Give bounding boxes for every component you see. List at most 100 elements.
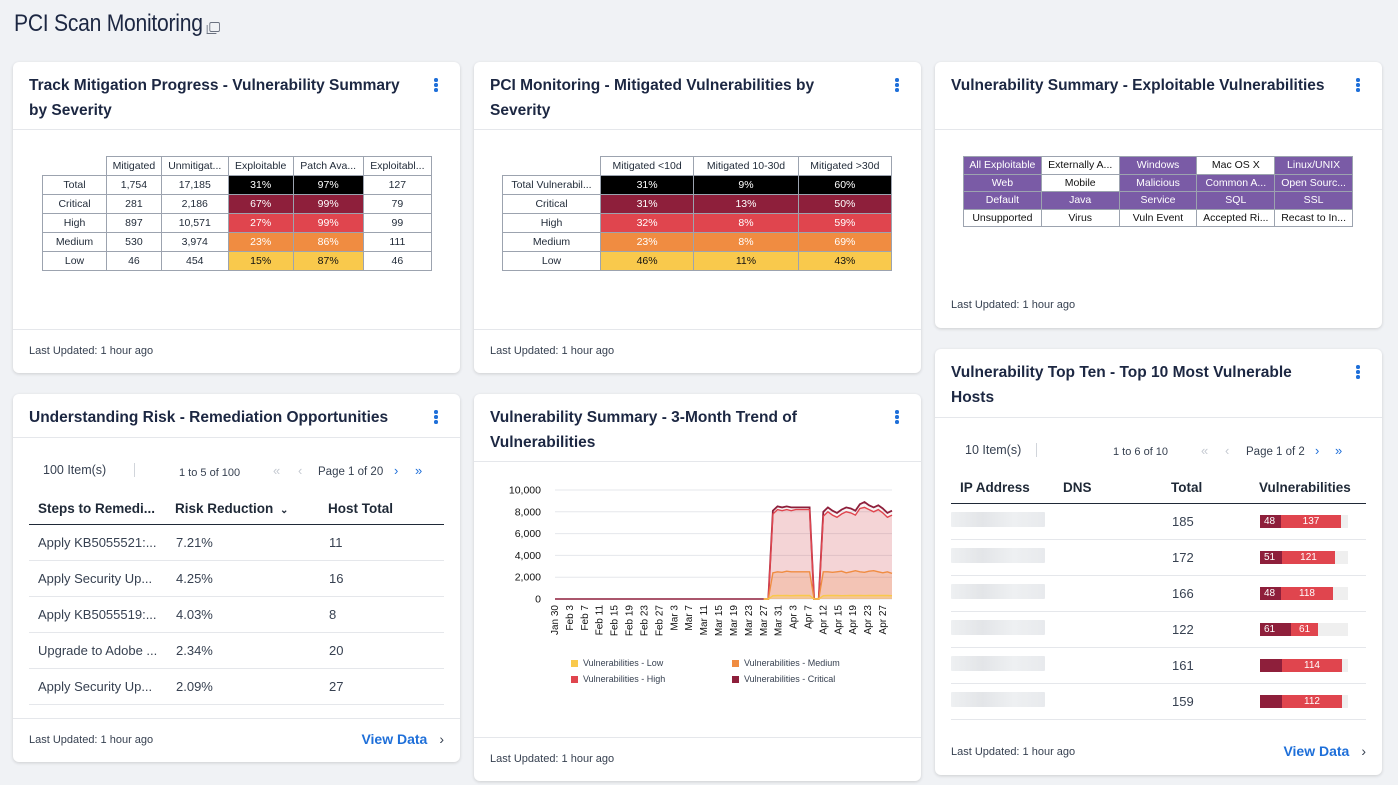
cell[interactable]: 67%: [227, 194, 294, 214]
cell[interactable]: 11%: [693, 251, 799, 271]
cell[interactable]: 46: [362, 251, 433, 271]
cell[interactable]: 3,974: [160, 232, 229, 252]
table-row[interactable]: Apply Security Up... 4.25% 16: [29, 560, 444, 597]
grid-cell-sql[interactable]: SQL: [1196, 191, 1276, 210]
more-options-icon[interactable]: [1356, 365, 1360, 379]
grid-cell-service[interactable]: Service: [1118, 191, 1198, 210]
grid-cell-virus[interactable]: Virus: [1040, 208, 1120, 227]
prev-page-icon[interactable]: ‹: [1225, 443, 1230, 458]
more-options-icon[interactable]: [1356, 78, 1360, 92]
cell[interactable]: 9%: [693, 175, 799, 195]
severity-bar[interactable]: 114: [1260, 658, 1348, 672]
cell[interactable]: 17,185: [160, 175, 229, 195]
col-header-dns[interactable]: DNS: [1063, 473, 1171, 504]
severity-bar[interactable]: 51 121: [1260, 550, 1348, 564]
cell[interactable]: 13%: [693, 194, 799, 214]
grid-cell-malicious[interactable]: Malicious: [1118, 173, 1198, 192]
cell[interactable]: 454: [160, 251, 229, 271]
first-page-icon[interactable]: «: [1201, 443, 1209, 458]
last-page-icon[interactable]: »: [415, 463, 423, 478]
cell[interactable]: 46: [106, 251, 162, 271]
cell[interactable]: 69%: [797, 232, 893, 252]
grid-cell-all-exploitable[interactable]: All Exploitable: [963, 156, 1042, 175]
legend-item-low[interactable]: Vulnerabilities - Low: [571, 658, 663, 668]
cell[interactable]: 15%: [227, 251, 294, 271]
table-row[interactable]: 185 48 137: [951, 503, 1366, 540]
cell[interactable]: 99%: [292, 194, 364, 214]
grid-cell-mobile[interactable]: Mobile: [1040, 173, 1120, 192]
table-row[interactable]: Apply KB5055519:... 4.03% 8: [29, 596, 444, 633]
cell[interactable]: 530: [106, 232, 162, 252]
table-row[interactable]: 172 51 121: [951, 539, 1366, 576]
cell[interactable]: 32%: [599, 213, 695, 233]
cell[interactable]: 97%: [292, 175, 364, 195]
cell[interactable]: 27%: [227, 213, 294, 233]
cell[interactable]: 50%: [797, 194, 893, 214]
grid-cell-unsupported[interactable]: Unsupported: [963, 208, 1042, 227]
legend-item-critical[interactable]: Vulnerabilities - Critical: [732, 674, 835, 684]
sort-desc-icon[interactable]: ⌄: [280, 505, 289, 517]
view-data-link[interactable]: View Data ›: [361, 731, 444, 747]
cell[interactable]: 31%: [227, 175, 294, 195]
table-row[interactable]: 166 48 118: [951, 575, 1366, 612]
col-header-vulnerabilities[interactable]: Vulnerabilities: [1259, 473, 1366, 504]
copy-icon[interactable]: [207, 22, 221, 34]
cell[interactable]: 31%: [599, 175, 695, 195]
table-row[interactable]: 122 61 61: [951, 611, 1366, 648]
table-row[interactable]: Apply KB5055521:... 7.21% 11: [29, 524, 444, 561]
severity-bar[interactable]: 61 61: [1260, 622, 1348, 636]
col-header-host-total[interactable]: Host Total: [328, 494, 444, 525]
prev-page-icon[interactable]: ‹: [298, 463, 303, 478]
next-page-icon[interactable]: ›: [394, 463, 399, 478]
cell[interactable]: 99: [362, 213, 433, 233]
severity-bar[interactable]: 112: [1260, 694, 1348, 708]
next-page-icon[interactable]: ›: [1315, 443, 1320, 458]
cell[interactable]: 87%: [292, 251, 364, 271]
table-row[interactable]: Apply Security Up... 2.09% 27: [29, 668, 444, 705]
grid-cell-vuln-event[interactable]: Vuln Event: [1118, 208, 1198, 227]
table-row[interactable]: 161 114: [951, 647, 1366, 684]
grid-cell-open-source[interactable]: Open Sourc...: [1274, 173, 1353, 192]
cell[interactable]: 79: [362, 194, 433, 214]
grid-cell-web[interactable]: Web: [963, 173, 1042, 192]
grid-cell-ssl[interactable]: SSL: [1274, 191, 1353, 210]
grid-cell-default[interactable]: Default: [963, 191, 1042, 210]
legend-item-medium[interactable]: Vulnerabilities - Medium: [732, 658, 840, 668]
cell[interactable]: 8%: [693, 232, 799, 252]
grid-cell-recast[interactable]: Recast to In...: [1274, 208, 1353, 227]
cell[interactable]: 86%: [292, 232, 364, 252]
grid-cell-windows[interactable]: Windows: [1118, 156, 1198, 175]
cell[interactable]: 897: [106, 213, 162, 233]
cell[interactable]: 281: [106, 194, 162, 214]
cell[interactable]: 8%: [693, 213, 799, 233]
trend-chart[interactable]: 10,000 8,000 6,000 4,000 2,000 0 Jan 30 Feb 3 Fe…: [474, 478, 921, 668]
legend-item-high[interactable]: Vulnerabilities - High: [571, 674, 665, 684]
cell[interactable]: 31%: [599, 194, 695, 214]
grid-cell-mac-os-x[interactable]: Mac OS X: [1196, 156, 1276, 175]
grid-cell-linux-unix[interactable]: Linux/UNIX: [1274, 156, 1353, 175]
grid-cell-common-apps[interactable]: Common A...: [1196, 173, 1276, 192]
more-options-icon[interactable]: [895, 410, 899, 424]
grid-cell-accepted-risk[interactable]: Accepted Ri...: [1196, 208, 1276, 227]
grid-cell-externally-accessible[interactable]: Externally A...: [1040, 156, 1120, 175]
cell[interactable]: 127: [362, 175, 433, 195]
cell[interactable]: 10,571: [160, 213, 229, 233]
cell[interactable]: 43%: [797, 251, 893, 271]
grid-cell-java[interactable]: Java: [1040, 191, 1120, 210]
more-options-icon[interactable]: [895, 78, 899, 92]
severity-bar[interactable]: 48 137: [1260, 514, 1348, 528]
more-options-icon[interactable]: [434, 410, 438, 424]
cell[interactable]: 23%: [599, 232, 695, 252]
more-options-icon[interactable]: [434, 78, 438, 92]
cell[interactable]: 23%: [227, 232, 294, 252]
last-page-icon[interactable]: »: [1335, 443, 1343, 458]
col-header-ip-address[interactable]: IP Address: [951, 473, 1063, 504]
col-header-steps[interactable]: Steps to Remedi...: [29, 494, 175, 525]
cell[interactable]: 111: [362, 232, 433, 252]
cell[interactable]: 59%: [797, 213, 893, 233]
table-row[interactable]: 159 112: [951, 683, 1366, 720]
cell[interactable]: 99%: [292, 213, 364, 233]
col-header-total[interactable]: Total: [1171, 473, 1259, 504]
table-row[interactable]: Upgrade to Adobe ... 2.34% 20: [29, 632, 444, 669]
cell[interactable]: 2,186: [160, 194, 229, 214]
